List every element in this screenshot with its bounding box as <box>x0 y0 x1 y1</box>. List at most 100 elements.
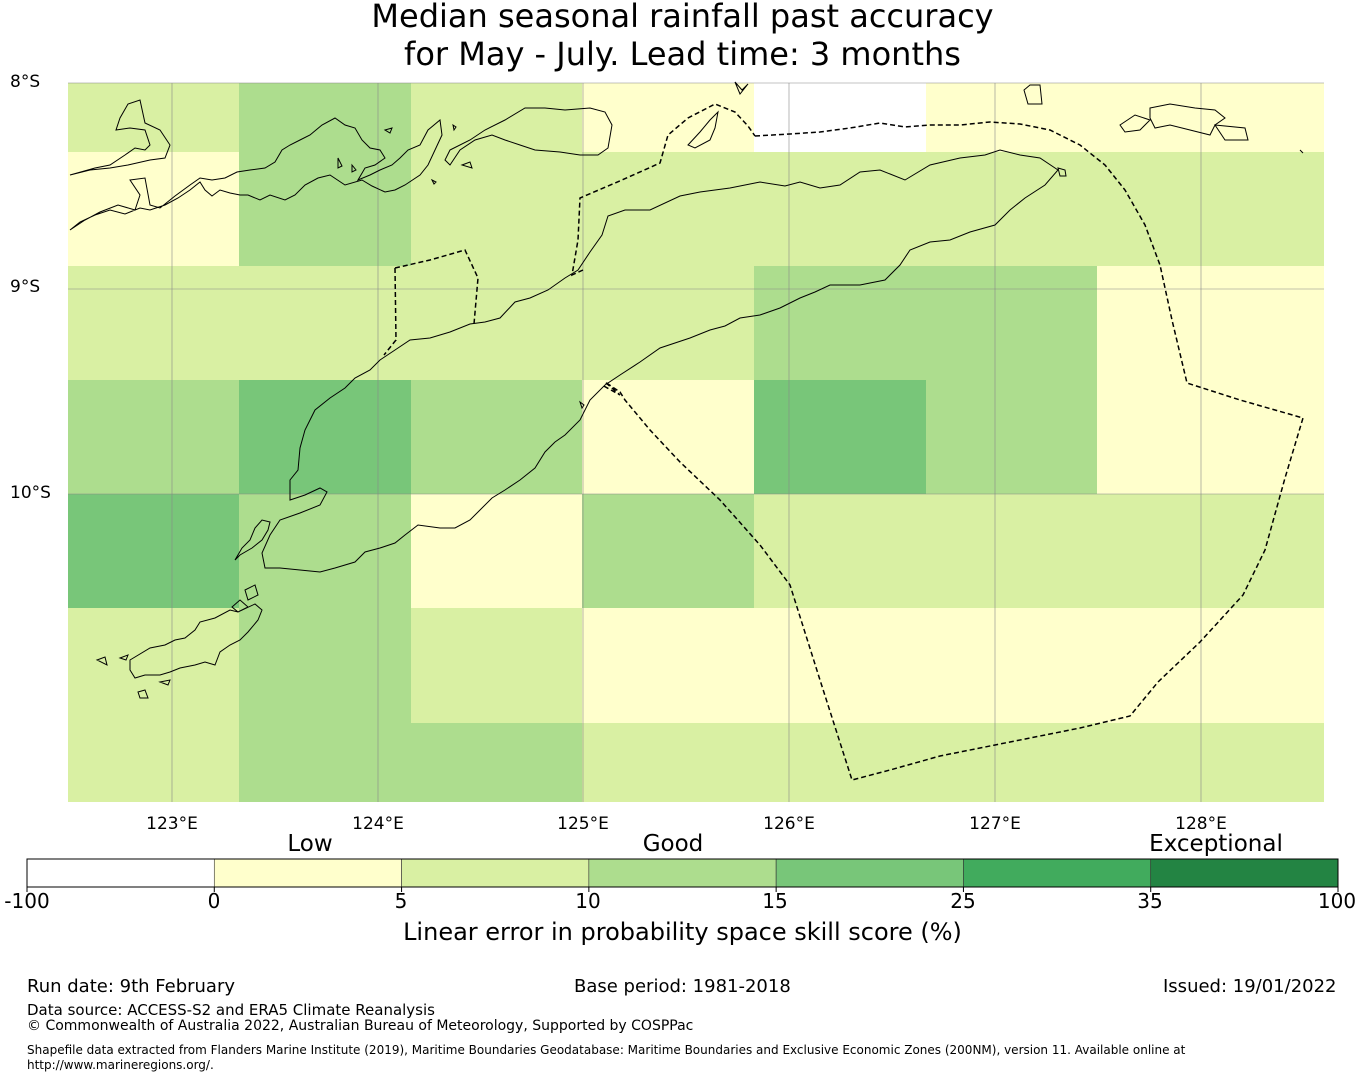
coastline-timor <box>261 149 1059 573</box>
grid-cell <box>1269 83 1324 152</box>
grid-cell <box>239 494 411 608</box>
grid-cell <box>582 266 754 380</box>
colorbar-bin <box>775 858 964 888</box>
grid-cell <box>582 83 754 152</box>
colorbar-bin <box>588 858 777 888</box>
grid-cell <box>1097 83 1269 152</box>
grid-cell <box>411 152 582 266</box>
colorbar-bin <box>963 858 1152 888</box>
grid-cell <box>411 608 582 723</box>
grid-cell <box>411 83 582 152</box>
grid-cell <box>1097 380 1269 494</box>
grid-cell <box>1097 152 1269 266</box>
colorbar <box>26 858 1339 892</box>
grid-cell <box>754 494 926 608</box>
grid-cell <box>1269 380 1324 494</box>
colorbar-tick: 100 <box>1317 889 1357 913</box>
grid-cell <box>1097 723 1269 802</box>
grid-cell <box>582 494 754 608</box>
grid-cell <box>68 266 239 380</box>
grid-cell <box>68 83 239 152</box>
grid-cell <box>926 266 1097 380</box>
issued-date: Issued: 19/01/2022 <box>1163 976 1337 997</box>
category-good: Good <box>642 831 704 857</box>
run-date: Run date: 9th February <box>27 976 236 997</box>
colorbar-tick: 5 <box>394 889 408 913</box>
skill-grid <box>68 83 1324 802</box>
grid-cell <box>1097 266 1269 380</box>
category-exceptional: Exceptional <box>1149 831 1283 857</box>
lon-label-126e: 126°E <box>763 814 815 834</box>
graticule <box>68 82 1324 802</box>
grid-cell <box>1097 494 1269 608</box>
grid-cell <box>926 83 1097 152</box>
grid-cell <box>239 83 411 152</box>
grid-cell <box>926 380 1097 494</box>
grid-cell <box>68 380 239 494</box>
grid-cell <box>68 723 239 802</box>
grid-cell <box>754 380 926 494</box>
lon-label-124e: 124°E <box>352 814 404 834</box>
lon-label-128e: 128°E <box>1175 814 1227 834</box>
grid-cell <box>1269 266 1324 380</box>
coastline-north-islands <box>69 81 1304 699</box>
grid-cell <box>239 152 411 266</box>
grid-cell <box>1269 152 1324 266</box>
grid-cell <box>239 266 411 380</box>
grid-cell <box>68 608 239 723</box>
grid-cell <box>411 380 582 494</box>
grid-cell <box>1269 723 1324 802</box>
grid-cell <box>582 152 754 266</box>
grid-cell <box>582 723 754 802</box>
grid-cell <box>1269 608 1324 723</box>
grid-cell <box>582 380 754 494</box>
grid-cell <box>926 608 1097 723</box>
grid-cell <box>411 723 582 802</box>
grid-cell <box>754 608 926 723</box>
grid-cell <box>926 494 1097 608</box>
colorbar-tick: 35 <box>1137 889 1163 913</box>
grid-cell <box>754 266 926 380</box>
colorbar-tick: 15 <box>762 889 788 913</box>
colorbar-bin <box>1150 858 1339 888</box>
grid-cell <box>1269 494 1324 608</box>
category-low: Low <box>287 831 333 857</box>
grid-cell <box>926 723 1097 802</box>
grid-cell <box>754 152 926 266</box>
data-source: Data source: ACCESS-S2 and ERA5 Climate … <box>27 1001 435 1019</box>
colorbar-outline <box>26 858 1339 888</box>
colorbar-bin <box>26 858 215 888</box>
colorbar-bin <box>213 858 402 888</box>
grid-cell <box>582 608 754 723</box>
colorbar-title: Linear error in probability space skill … <box>403 918 962 946</box>
grid-cell <box>754 83 926 152</box>
grid-cell <box>239 380 411 494</box>
lon-label-125e: 125°E <box>557 814 609 834</box>
grid-cell <box>411 494 582 608</box>
copyright: © Commonwealth of Australia 2022, Austra… <box>27 1018 694 1034</box>
chart-title-line2: for May - July. Lead time: 3 months <box>404 35 961 73</box>
colorbar-bin <box>401 858 590 888</box>
grid-cell <box>239 723 411 802</box>
colorbar-tick: -100 <box>4 889 50 913</box>
colorbar-tick: 10 <box>575 889 601 913</box>
colorbar-tick: 25 <box>950 889 976 913</box>
lat-label-8s: 8°S <box>10 72 41 92</box>
coastline-atauro <box>687 110 719 149</box>
lon-label-123e: 123°E <box>146 814 198 834</box>
lat-label-9s: 9°S <box>10 277 41 297</box>
grid-cell <box>754 723 926 802</box>
grid-cell <box>1097 608 1269 723</box>
grid-cell <box>68 494 239 608</box>
chart-title-line1: Median seasonal rainfall past accuracy <box>371 0 994 35</box>
colorbar-tick: 0 <box>207 889 221 913</box>
lat-label-10s: 10°S <box>10 483 51 503</box>
shapefile-credit: Shapefile data extracted from Flanders M… <box>27 1043 1186 1072</box>
base-period: Base period: 1981-2018 <box>574 976 791 997</box>
eez-boundaries <box>383 103 1304 781</box>
coastlines <box>69 81 1304 699</box>
eez-boundary-timor-leste <box>383 103 1304 781</box>
grid-cell <box>411 266 582 380</box>
grid-cell <box>239 608 411 723</box>
